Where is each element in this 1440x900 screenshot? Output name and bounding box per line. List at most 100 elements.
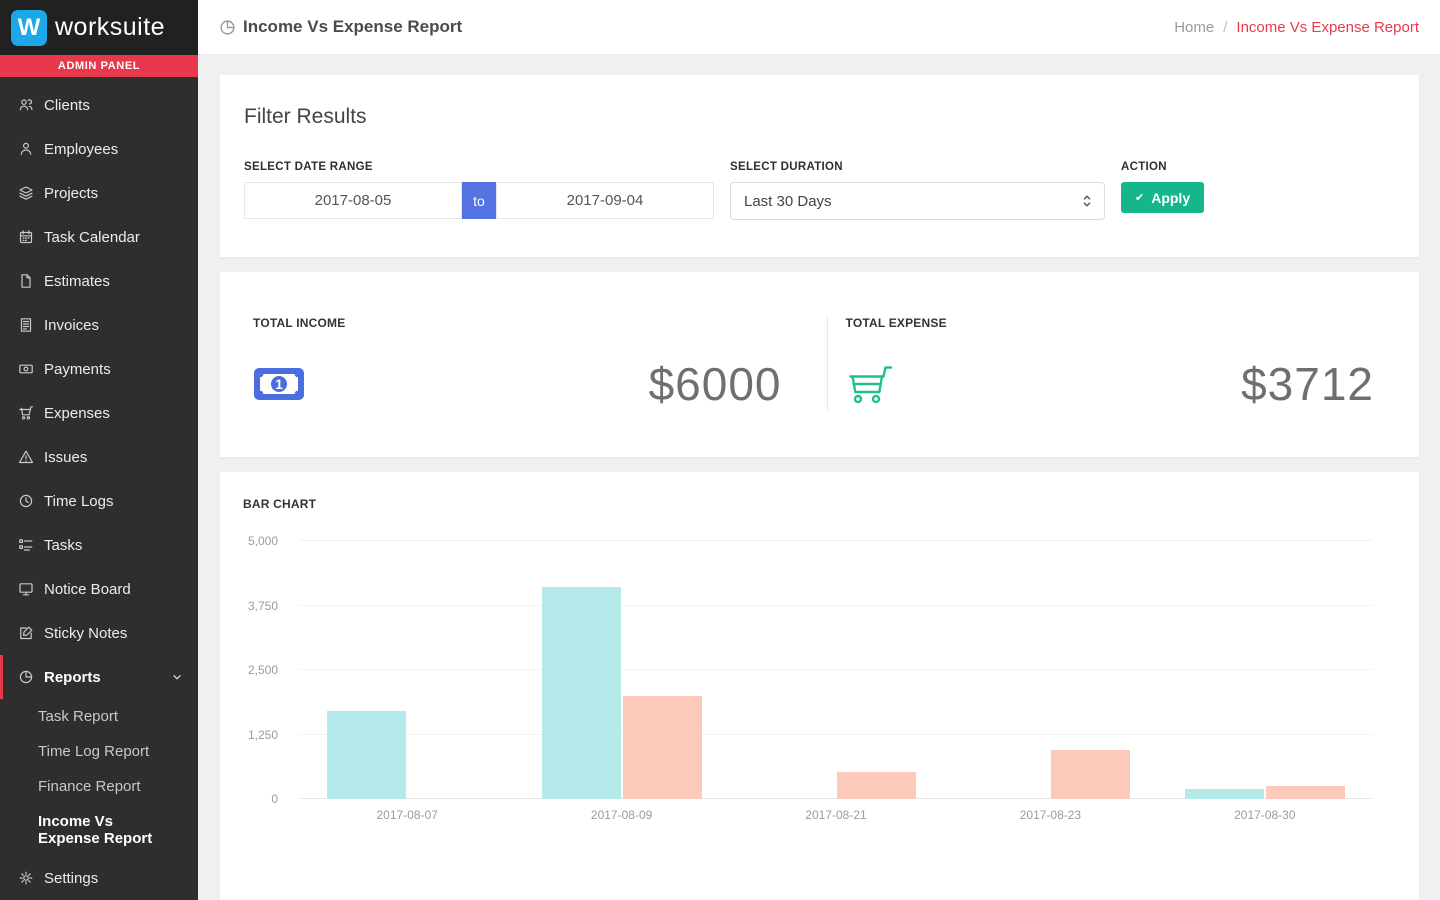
sidebar-item-tasks[interactable]: Tasks: [0, 523, 198, 567]
bar-expense-2017-08-23: [1051, 750, 1130, 799]
sidebar-item-payments[interactable]: Payments: [0, 347, 198, 391]
date-to-input[interactable]: [496, 182, 714, 219]
breadcrumb-current: Income Vs Expense Report: [1236, 19, 1419, 36]
sidebar-item-label: Invoices: [44, 317, 99, 334]
duration-selected-value: Last 30 Days: [744, 193, 832, 210]
x-tick-label: 2017-08-30: [1158, 808, 1372, 822]
sidebar-item-label: Settings: [44, 870, 98, 887]
invoices-icon: [18, 317, 34, 333]
timelogs-icon: [18, 493, 34, 509]
sidebar-item-label: Issues: [44, 449, 87, 466]
sidebar-item-label: Clients: [44, 97, 90, 114]
sidebar-item-issues[interactable]: Issues: [0, 435, 198, 479]
bar-income-2017-08-07: [327, 711, 406, 799]
shopping-cart-icon: [846, 363, 892, 405]
sidebar-item-projects[interactable]: Projects: [0, 171, 198, 215]
sidebar-item-clients[interactable]: Clients: [0, 83, 198, 127]
sidebar-item-employees[interactable]: Employees: [0, 127, 198, 171]
sidebar-menu: Clients Employees Projects Task Calendar Est…: [0, 77, 198, 900]
page-title-text: Income Vs Expense Report: [243, 17, 462, 37]
date-range-group: SELECT DATE RANGE to: [244, 161, 714, 219]
chart-y-axis: 01,2502,5003,7505,000: [220, 541, 278, 799]
money-bill-icon: 1: [253, 365, 305, 403]
calendar-icon: [18, 229, 34, 245]
sidebar-item-label: Employees: [44, 141, 118, 158]
sidebar-subitem-finance-report[interactable]: Finance Report: [0, 769, 198, 804]
y-tick-label: 3,750: [248, 599, 278, 613]
topbar: Income Vs Expense Report Home / Income V…: [198, 0, 1440, 55]
date-range-inputs: to: [244, 182, 714, 219]
sidebar-item-expenses[interactable]: Expenses: [0, 391, 198, 435]
chart-title: BAR CHART: [220, 497, 1419, 511]
sidebar-item-notice-board[interactable]: Notice Board: [0, 567, 198, 611]
noticeboard-icon: [18, 581, 34, 597]
duration-group: SELECT DURATION Last 30 Days: [730, 161, 1105, 220]
content: Filter Results SELECT DATE RANGE to SELE…: [198, 55, 1440, 900]
bar-expense-2017-08-30: [1266, 786, 1345, 799]
y-tick-label: 1,250: [248, 728, 278, 742]
action-group: ACTION ✔ Apply: [1121, 161, 1204, 213]
bar-group-2017-08-09: [514, 541, 728, 799]
sidebar-item-sticky-notes[interactable]: Sticky Notes: [0, 611, 198, 655]
sidebar-item-time-logs[interactable]: Time Logs: [0, 479, 198, 523]
employees-icon: [18, 141, 34, 157]
brand-logo[interactable]: W worksuite: [0, 0, 198, 55]
stickynotes-icon: [18, 625, 34, 641]
apply-button[interactable]: ✔ Apply: [1121, 182, 1204, 213]
chart-x-axis: 2017-08-072017-08-092017-08-212017-08-23…: [300, 808, 1372, 822]
date-to-badge: to: [462, 182, 496, 219]
x-tick-label: 2017-08-09: [514, 808, 728, 822]
duration-label: SELECT DURATION: [730, 161, 1105, 173]
breadcrumb-home-link[interactable]: Home: [1174, 19, 1214, 36]
page-title: Income Vs Expense Report: [219, 17, 462, 37]
sidebar-item-invoices[interactable]: Invoices: [0, 303, 198, 347]
total-income-value: $6000: [649, 357, 782, 411]
action-label: ACTION: [1121, 161, 1204, 173]
sidebar-item-label: Projects: [44, 185, 98, 202]
filter-row: SELECT DATE RANGE to SELECT DURATION Las…: [244, 161, 1395, 220]
bar-income-2017-08-30: [1185, 789, 1264, 799]
total-income-row: 1 $6000: [253, 357, 782, 411]
sidebar-item-estimates[interactable]: Estimates: [0, 259, 198, 303]
reports-icon: [18, 669, 34, 685]
select-arrows-icon: [1081, 194, 1093, 208]
sidebar-item-label: Time Logs: [44, 493, 113, 510]
pie-chart-icon: [219, 19, 236, 36]
sidebar-item-label: Task Calendar: [44, 229, 140, 246]
date-from-input[interactable]: [244, 182, 462, 219]
sidebar-subitem-time-log-report[interactable]: Time Log Report: [0, 734, 198, 769]
y-tick-label: 2,500: [248, 663, 278, 677]
total-income-label: TOTAL INCOME: [253, 316, 782, 330]
chevron-down-icon: [170, 670, 184, 684]
total-expense-row: $3712: [846, 357, 1375, 411]
sidebar-item-reports[interactable]: Reports: [0, 655, 198, 699]
sidebar-item-task-calendar[interactable]: Task Calendar: [0, 215, 198, 259]
total-expense-label: TOTAL EXPENSE: [846, 316, 1375, 330]
x-tick-label: 2017-08-23: [943, 808, 1157, 822]
sidebar-subitem-income-vs-expense-report[interactable]: Income Vs Expense Report: [0, 804, 198, 856]
duration-select[interactable]: Last 30 Days: [730, 182, 1105, 220]
main-area: Income Vs Expense Report Home / Income V…: [198, 0, 1440, 900]
expenses-icon: [18, 405, 34, 421]
y-tick-label: 0: [271, 792, 278, 806]
issues-icon: [18, 449, 34, 465]
sidebar-item-label: Expenses: [44, 405, 110, 422]
y-tick-label: 5,000: [248, 534, 278, 548]
payments-icon: [18, 361, 34, 377]
brand-name: worksuite: [55, 13, 165, 42]
chart-plot: [300, 541, 1372, 799]
tasks-icon: [18, 537, 34, 553]
total-expense-value: $3712: [1241, 357, 1374, 411]
summary-card: TOTAL INCOME 1: [220, 272, 1419, 457]
total-expense-panel: TOTAL EXPENSE $3712: [827, 316, 1420, 411]
app-window: W worksuite ADMIN PANEL Clients Employees…: [0, 0, 1440, 900]
chart-card: BAR CHART 0 1,250 2,500 3,750 5,000 2017-08-…: [220, 472, 1419, 900]
settings-icon: [18, 870, 34, 886]
sidebar-subitem-task-report[interactable]: Task Report: [0, 699, 198, 734]
sidebar-item-settings[interactable]: Settings: [0, 856, 198, 900]
bar-group-2017-08-30: [1158, 541, 1372, 799]
apply-button-label: Apply: [1151, 190, 1190, 206]
admin-panel-banner: ADMIN PANEL: [0, 55, 198, 77]
sidebar-item-label: Notice Board: [44, 581, 131, 598]
x-tick-label: 2017-08-21: [729, 808, 943, 822]
